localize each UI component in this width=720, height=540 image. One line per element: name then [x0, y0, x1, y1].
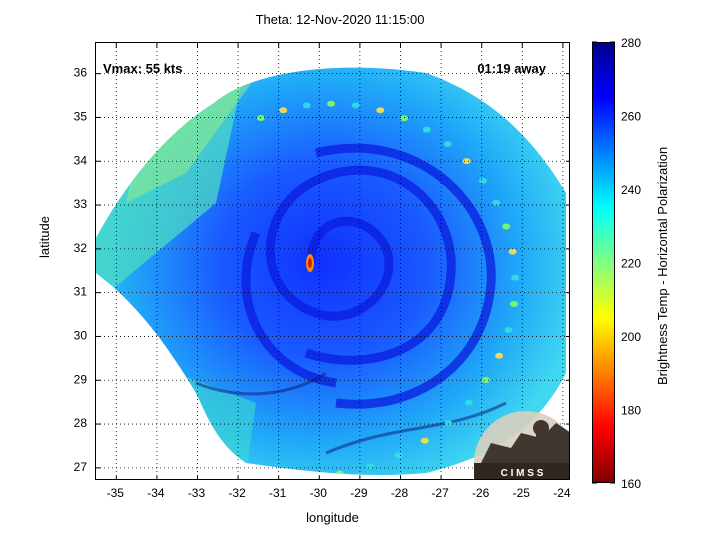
colorbar-tick-label: 240	[621, 183, 641, 197]
rainband-cell	[478, 177, 487, 184]
colorbar-tick-label: 200	[621, 330, 641, 344]
rainband-cell	[420, 437, 429, 444]
y-tick-label: 30	[74, 328, 88, 342]
y-tick-label: 35	[74, 109, 88, 123]
rainband-cell	[481, 377, 490, 384]
time-away-label: 01:19 away	[477, 61, 546, 76]
colorbar	[592, 42, 615, 483]
x-tick-label: -30	[310, 486, 328, 500]
rainband-cell	[444, 419, 453, 426]
rainband-cell	[351, 102, 360, 109]
colorbar-tick-label: 180	[621, 404, 641, 418]
rainband-cell	[304, 473, 313, 475]
x-tick-label: -29	[350, 486, 368, 500]
x-tick-label: -35	[107, 486, 125, 500]
rainband-cell	[366, 463, 375, 470]
colorbar-tick-label: 160	[621, 477, 641, 491]
rainband-cell	[327, 100, 336, 107]
rainband-cell	[502, 223, 511, 230]
x-tick-label: -31	[269, 486, 287, 500]
rainband-cell	[394, 452, 403, 459]
rainband-cell	[256, 115, 265, 122]
x-tick-label: -25	[513, 486, 531, 500]
vmax-label: Vmax: 55 kts	[103, 61, 183, 76]
colorbar-tick-label: 280	[621, 36, 641, 50]
x-tick-label: -33	[188, 486, 206, 500]
rainband-cell	[464, 399, 473, 406]
x-axis-label: longitude	[306, 510, 359, 525]
y-tick-label: 28	[74, 416, 88, 430]
rainband-cell	[302, 102, 311, 109]
x-tick-label: -32	[228, 486, 246, 500]
rainband-cell	[509, 300, 518, 307]
y-tick-label: 27	[74, 460, 88, 474]
rainband-cell	[492, 199, 501, 206]
colorbar-tick-label: 220	[621, 257, 641, 271]
x-tick-label: -28	[391, 486, 409, 500]
y-tick-label: 32	[74, 241, 88, 255]
x-tick-label: -34	[147, 486, 165, 500]
rainband-cell	[279, 107, 288, 114]
x-tick-label: -24	[553, 486, 571, 500]
microwave-image: Vmax: 55 kts 01:19 away C I M S S	[96, 43, 569, 479]
y-tick-label: 29	[74, 372, 88, 386]
y-tick-label: 31	[74, 285, 88, 299]
cimss-logo: C I M S S	[474, 411, 569, 479]
y-tick-label: 33	[74, 197, 88, 211]
rainband-cell	[443, 140, 452, 147]
rainband-cell	[335, 470, 344, 475]
y-axis-label: latitude	[37, 216, 52, 258]
logo-text: C I M S S	[501, 468, 544, 479]
y-tick-label: 36	[74, 66, 88, 80]
rainband-cell	[376, 107, 385, 114]
x-tick-label: -27	[431, 486, 449, 500]
x-tick-label: -26	[472, 486, 490, 500]
rainband-cell	[495, 352, 504, 359]
y-tick-label: 34	[74, 153, 88, 167]
rainband-cell	[511, 274, 520, 281]
colorbar-label: Brightness Temp - Horizontal Polarizatio…	[655, 146, 670, 385]
rainband-cell	[422, 126, 431, 133]
rainband-cell	[462, 158, 471, 165]
plot-title: Theta: 12-Nov-2020 11:15:00	[255, 12, 425, 27]
rainband-cell	[508, 248, 517, 255]
rainband-cell	[400, 115, 409, 122]
colorbar-tick-label: 260	[621, 110, 641, 124]
rainband-cell	[504, 327, 513, 334]
plot-area: Vmax: 55 kts 01:19 away C I M S S	[95, 42, 570, 480]
